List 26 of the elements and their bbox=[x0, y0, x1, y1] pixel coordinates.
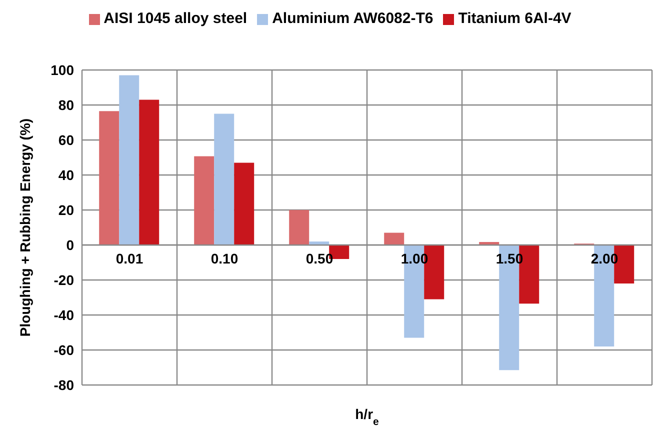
y-tick-label: -60 bbox=[54, 342, 74, 358]
y-tick-label: 80 bbox=[58, 96, 74, 113]
legend-label: Titanium 6Al-4V bbox=[458, 10, 572, 27]
y-tick-label: -80 bbox=[54, 376, 74, 393]
y-tick-label: 60 bbox=[58, 132, 74, 148]
x-axis-title: h/r$_{e}$ bbox=[355, 406, 380, 428]
y-tick-label: -40 bbox=[54, 306, 74, 323]
bar bbox=[119, 75, 140, 245]
y-tick-label: 40 bbox=[58, 166, 74, 183]
legend-label: AISI 1045 alloy steel bbox=[104, 10, 248, 27]
bar bbox=[139, 100, 160, 245]
y-tick-label: 100 bbox=[50, 62, 74, 78]
y-tick-label: 20 bbox=[58, 202, 74, 218]
bar bbox=[214, 114, 234, 245]
legend-label: Aluminium AW6082-T6 bbox=[272, 10, 434, 27]
bar bbox=[234, 162, 254, 245]
x-tick-label: 0.01 bbox=[116, 250, 144, 266]
bar bbox=[194, 156, 214, 245]
y-tick-label: 0 bbox=[66, 236, 74, 253]
x-tick-label: 0.50 bbox=[306, 250, 334, 266]
y-axis-title: Ploughing + Rubbing Energy (%) bbox=[16, 118, 33, 337]
x-tick-label: 0.10 bbox=[210, 250, 238, 266]
bar bbox=[289, 210, 310, 245]
bar bbox=[384, 232, 404, 245]
y-tick-label: -20 bbox=[54, 272, 74, 288]
bar bbox=[99, 111, 120, 245]
